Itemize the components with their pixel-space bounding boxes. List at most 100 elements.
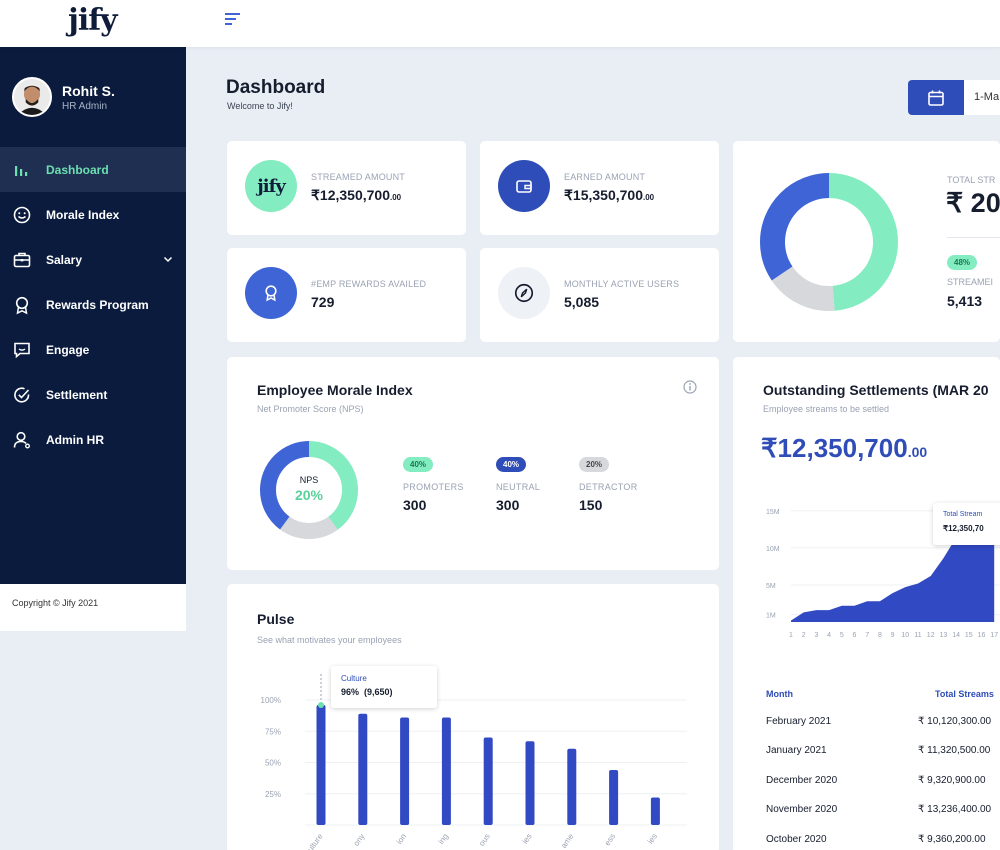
nps-donut [260,441,358,539]
x-tick-label: ame [559,832,576,850]
x-tick-label: 12 [927,632,935,639]
metric-label: PROMOTERS [403,482,464,492]
pulse-card: Pulse See what motivates your employees … [227,584,719,850]
sidebar-item-salary[interactable]: Salary [0,237,186,282]
sidebar-item-label: Morale Index [46,207,120,222]
wallet-icon [498,160,550,212]
check-circle-icon [14,386,30,403]
pulse-bar [400,717,410,825]
x-tick-label: 11 [914,632,921,639]
x-tick-label: 5 [840,632,844,639]
stat-card-rewards: #EMP REWARDS AVAILED 729 [227,248,466,342]
x-tick-label: 6 [853,632,857,639]
sidebar-item-dashboard[interactable]: Dashboard [0,147,186,192]
sidebar: Rohit S. HR Admin Dashboard Morale Index [0,47,186,584]
row-total: ₹ 10,120,300.00 [918,716,992,727]
x-tick-label: 4 [827,632,831,639]
x-tick-label: 2 [802,632,806,639]
y-tick-label: 1M [766,613,776,620]
sidebar-nav: Dashboard Morale Index Salary [0,147,186,462]
donut-segment-neutral [260,441,358,539]
stat-card-earned: EARNED AMOUNT ₹15,350,700.00 [480,141,719,235]
sidebar-item-rewards-program[interactable]: Rewards Program [0,282,186,327]
x-tick-label: ing [437,832,451,846]
metric-value: 300 [403,497,427,513]
metric-label: DETRACTOR [579,482,638,492]
x-tick-label: 3 [814,632,818,639]
streamed-percent-badge: 48% [947,252,978,270]
metric-detractor: 20% DETRACTOR 150 [579,454,638,513]
info-icon[interactable] [683,380,697,394]
stat-value: ₹12,350,700.00 [311,187,402,203]
sidebar-item-admin-hr[interactable]: Admin HR [0,417,186,462]
x-tick-label: ion [395,832,409,846]
metric-label: NEUTRAL [496,482,541,492]
tooltip-value: 96% (9,650) [341,687,393,697]
stat-card-active-users: MONTHLY ACTIVE USERS 5,085 [480,248,719,342]
date-range-field[interactable]: 1-Ma [964,80,1000,115]
y-tick-label: 75% [265,727,281,736]
row-month: November 2020 [766,804,838,815]
x-tick-label: ous [477,832,492,848]
page-title: Dashboard [226,77,326,98]
copyright-text: Copyright © Jify 2021 [0,584,186,631]
y-tick-label: 100% [261,696,281,705]
bar-chart-icon [15,165,28,176]
x-tick-label: 1 [789,632,793,639]
menu-icon[interactable] [224,10,244,26]
neutral-badge: 40% [496,457,527,472]
pulse-tooltip: Culture 96% (9,650) [331,666,437,708]
nps-label: NPS [299,475,319,485]
card-title: Outstanding Settlements (MAR 20 [763,382,989,398]
metric-promoters: 40% PROMOTERS 300 [403,454,464,513]
x-tick-label: 7 [865,632,869,639]
calendar-icon [928,90,944,106]
sidebar-item-label: Admin HR [46,432,104,447]
date-picker-button[interactable] [908,80,964,115]
total-streamed-label: TOTAL STR [947,175,996,185]
sidebar-item-morale-index[interactable]: Morale Index [0,192,186,237]
sidebar-item-engage[interactable]: Engage [0,327,186,372]
profile-role: HR Admin [62,100,108,112]
sidebar-item-settlement[interactable]: Settlement [0,372,186,417]
detractor-badge: 20% [579,457,610,472]
settlements-card: Outstanding Settlements (MAR 20 Employee… [733,357,1000,850]
promoters-badge: 40% [403,457,434,472]
briefcase-icon [13,252,31,267]
avatar [12,77,52,117]
streamed-employees-label: STREAMEI [947,277,994,287]
hover-point [318,702,324,708]
y-tick-label: 25% [265,790,281,799]
y-tick-label: 50% [265,759,281,768]
award-icon [245,267,297,319]
profile-name: Rohit S. [62,82,115,99]
jify-logo[interactable]: jify [68,3,118,38]
award-icon [15,296,29,314]
stat-value: 5,085 [564,294,600,310]
card-subtitle: Net Promoter Score (NPS) [257,404,364,414]
chevron-down-icon[interactable] [162,253,174,265]
pulse-bar [650,797,660,825]
user-profile[interactable]: Rohit S. HR Admin [12,77,115,117]
row-month: December 2020 [766,775,838,786]
donut-segment-earned [760,173,898,311]
x-tick-label: 15 [965,632,973,639]
y-tick-label: 10M [766,546,780,553]
x-tick-label: 17 [990,632,998,639]
column-header-month[interactable]: Month [766,689,793,699]
column-header-total[interactable]: Total Streams [935,689,994,699]
x-tick-label: 13 [940,632,948,639]
settlement-amount: ₹12,350,700.00 [761,433,928,463]
sidebar-item-label: Engage [46,342,90,357]
x-tick-label: ies [646,832,659,846]
stat-label: #EMP REWARDS AVAILED [311,279,427,289]
pulse-bar [358,713,368,825]
stat-label: MONTHLY ACTIVE USERS [564,279,680,289]
row-total: ₹ 9,320,900.00 [918,775,986,786]
pulse-bar [483,737,493,825]
metric-value: 150 [579,497,603,513]
metric-value: 300 [496,497,520,513]
sidebar-item-label: Rewards Program [46,297,149,312]
card-subtitle: Employee streams to be settled [763,404,890,414]
tooltip-value: ₹12,350,70 [943,524,984,533]
